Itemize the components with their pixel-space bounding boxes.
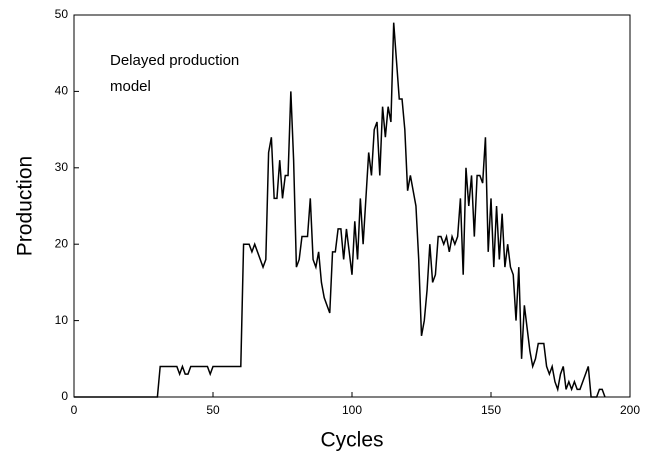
y-tick-label: 20 xyxy=(55,236,69,250)
y-tick-label: 30 xyxy=(55,160,69,174)
plot-frame xyxy=(73,14,631,398)
x-axis-title: Cycles xyxy=(320,429,383,452)
x-tick-label: 150 xyxy=(481,403,501,417)
annotation: model xyxy=(110,78,151,95)
y-tick-label: 40 xyxy=(55,84,69,98)
x-tick-label: 200 xyxy=(620,403,640,417)
x-tick-label: 100 xyxy=(342,403,362,417)
y-tick-label: 50 xyxy=(55,7,69,21)
annotation: Delayed production xyxy=(110,52,239,69)
x-tick-label: 50 xyxy=(206,403,220,417)
y-tick-label: 0 xyxy=(61,389,68,403)
y-tick-label: 10 xyxy=(55,313,69,327)
data-line xyxy=(74,22,606,398)
y-axis-title: Production xyxy=(14,156,37,256)
x-tick-label: 0 xyxy=(71,403,78,417)
